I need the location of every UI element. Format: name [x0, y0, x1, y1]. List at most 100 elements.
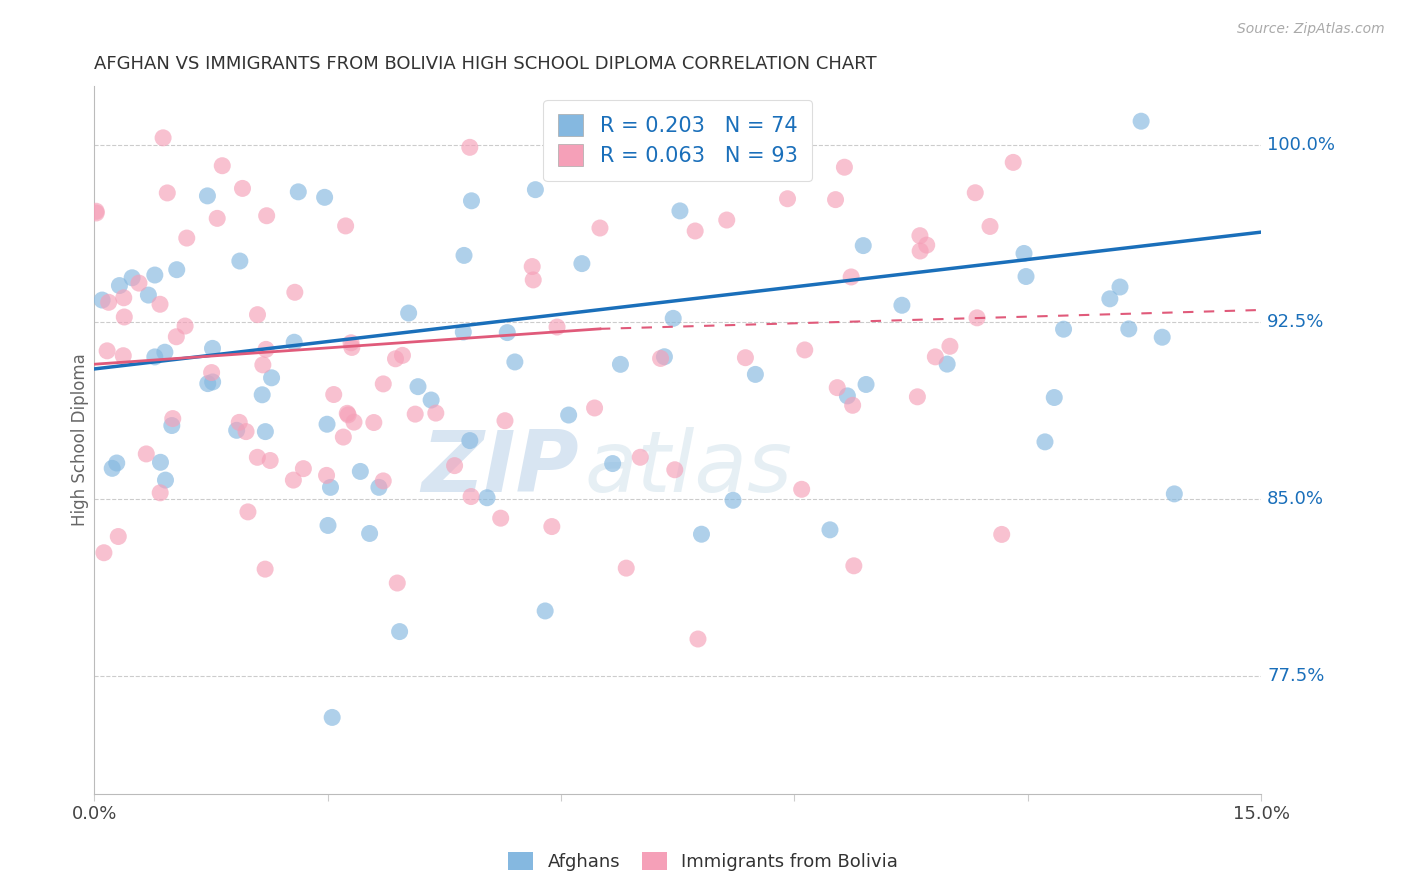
- Point: [101, 461, 124, 475]
- Point: [669, 203, 692, 218]
- Point: [228, 416, 250, 430]
- Point: [135, 447, 157, 461]
- Point: [458, 140, 481, 154]
- Text: 92.5%: 92.5%: [1267, 313, 1324, 331]
- Point: [496, 326, 519, 340]
- Point: [283, 473, 305, 487]
- Point: [1052, 322, 1074, 336]
- Point: [734, 351, 756, 365]
- Point: [108, 278, 131, 293]
- Point: [231, 181, 253, 195]
- Point: [246, 308, 269, 322]
- Point: [1152, 330, 1174, 344]
- Point: [965, 186, 987, 200]
- Point: [112, 310, 135, 324]
- Point: [254, 425, 277, 439]
- Point: [363, 416, 385, 430]
- Point: [211, 159, 233, 173]
- Point: [314, 190, 336, 204]
- Point: [939, 339, 962, 353]
- Point: [165, 330, 187, 344]
- Point: [225, 423, 247, 437]
- Point: [842, 558, 865, 573]
- Point: [571, 257, 593, 271]
- Point: [825, 381, 848, 395]
- Point: [404, 407, 426, 421]
- Point: [138, 288, 160, 302]
- Point: [97, 295, 120, 310]
- Text: 77.5%: 77.5%: [1267, 666, 1324, 685]
- Point: [91, 293, 114, 307]
- Point: [84, 206, 107, 220]
- Point: [337, 408, 360, 422]
- Point: [93, 546, 115, 560]
- Point: [924, 350, 946, 364]
- Point: [322, 387, 344, 401]
- Y-axis label: High School Diploma: High School Diploma: [72, 353, 89, 526]
- Point: [534, 604, 557, 618]
- Point: [153, 345, 176, 359]
- Point: [824, 193, 846, 207]
- Point: [546, 320, 568, 334]
- Point: [149, 455, 172, 469]
- Point: [654, 350, 676, 364]
- Point: [522, 273, 544, 287]
- Point: [1002, 155, 1025, 169]
- Point: [359, 526, 381, 541]
- Point: [335, 219, 357, 233]
- Point: [315, 468, 337, 483]
- Legend: R = 0.203   N = 74, R = 0.063   N = 93: R = 0.203 N = 74, R = 0.063 N = 93: [543, 100, 813, 181]
- Point: [149, 485, 172, 500]
- Point: [1098, 292, 1121, 306]
- Point: [174, 319, 197, 334]
- Point: [229, 254, 252, 268]
- Point: [319, 480, 342, 494]
- Legend: Afghans, Immigrants from Bolivia: Afghans, Immigrants from Bolivia: [501, 845, 905, 879]
- Point: [979, 219, 1001, 234]
- Point: [793, 343, 815, 357]
- Point: [373, 474, 395, 488]
- Point: [1043, 391, 1066, 405]
- Point: [425, 406, 447, 420]
- Point: [398, 306, 420, 320]
- Point: [162, 411, 184, 425]
- Point: [614, 561, 637, 575]
- Point: [494, 414, 516, 428]
- Point: [197, 376, 219, 391]
- Point: [583, 401, 606, 415]
- Point: [1130, 114, 1153, 128]
- Text: 85.0%: 85.0%: [1267, 490, 1324, 508]
- Point: [700, 114, 723, 128]
- Point: [349, 465, 371, 479]
- Point: [837, 389, 859, 403]
- Point: [522, 260, 544, 274]
- Point: [540, 519, 562, 533]
- Point: [201, 375, 224, 389]
- Point: [128, 276, 150, 290]
- Point: [460, 490, 482, 504]
- Point: [254, 562, 277, 576]
- Point: [368, 480, 391, 494]
- Point: [908, 228, 931, 243]
- Point: [252, 358, 274, 372]
- Point: [201, 342, 224, 356]
- Point: [683, 224, 706, 238]
- Point: [332, 430, 354, 444]
- Point: [790, 483, 813, 497]
- Point: [373, 376, 395, 391]
- Point: [321, 710, 343, 724]
- Point: [316, 417, 339, 432]
- Point: [908, 244, 931, 258]
- Point: [841, 398, 863, 412]
- Point: [990, 527, 1012, 541]
- Point: [160, 418, 183, 433]
- Point: [250, 388, 273, 402]
- Point: [852, 238, 875, 252]
- Point: [152, 131, 174, 145]
- Point: [776, 192, 799, 206]
- Point: [453, 248, 475, 262]
- Point: [176, 231, 198, 245]
- Point: [143, 268, 166, 282]
- Point: [84, 204, 107, 219]
- Point: [149, 297, 172, 311]
